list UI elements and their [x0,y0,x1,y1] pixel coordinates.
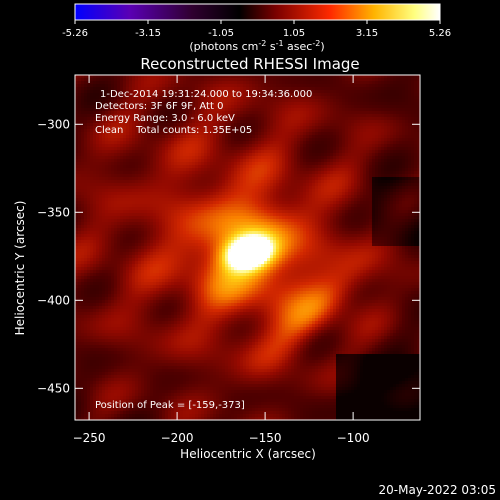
y-axis: −300 −350 −400 −450 [37,117,420,395]
annotation-detectors: Detectors: 3F 6F 9F, Att 0 [95,101,223,112]
x-axis: −250 −200 −150 −100 [73,75,370,445]
annotation-energy: Energy Range: 3.0 - 6.0 keV [95,113,235,124]
x-axis-label: Heliocentric X (arcsec) [180,447,316,461]
annotation-time: 1-Dec-2014 19:31:24.000 to 19:34:36.000 [100,89,312,100]
colorbar-tick-label: 1.05 [283,28,305,39]
y-tick-label: −450 [37,381,70,395]
heatmap [75,75,420,420]
y-axis-label: Heliocentric Y (arcsec) [13,201,27,336]
x-tick-label: −150 [249,431,282,445]
y-tick-label: −400 [37,293,70,307]
colorbar-tick-label: 5.26 [429,28,451,39]
colorbar-tick-label: -1.05 [208,28,234,39]
peak-position-label: Position of Peak = [-159,-373] [95,400,245,411]
x-tick-label: −100 [337,431,370,445]
chart-title: Reconstructed RHESSI Image [140,55,359,73]
colorbar-tick-label: 3.15 [356,28,378,39]
plot-frame [74,74,421,421]
colorbar-tick-label: -5.26 [62,28,88,39]
colorbar [74,3,441,21]
y-tick-label: −300 [37,117,70,131]
x-tick-label: −200 [161,431,194,445]
annotation-counts: Clean Total counts: 1.35E+05 [95,125,252,136]
y-tick-label: −350 [37,205,70,219]
footer-timestamp: 20-May-2022 03:05 [379,483,496,497]
colorbar-tick-label: -3.15 [135,28,161,39]
colorbar-ticks: -5.26 -3.15 -1.05 1.05 3.15 5.26 [62,20,451,39]
colorbar-unit: (photons cm-2 s-1 asec-2) [189,39,324,53]
x-tick-label: −250 [73,431,106,445]
